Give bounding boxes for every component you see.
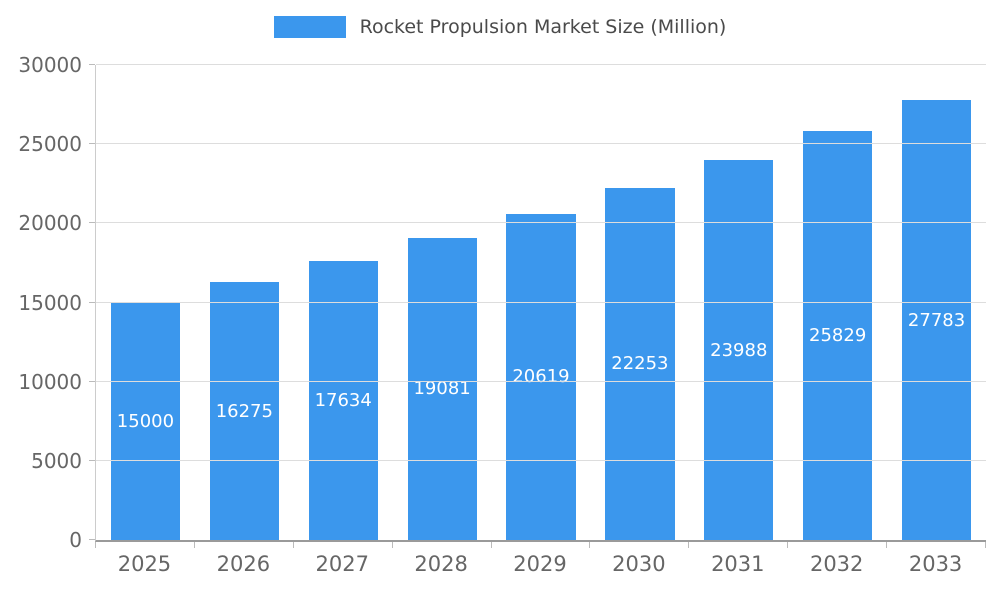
legend-label: Rocket Propulsion Market Size (Million) xyxy=(359,16,727,38)
legend-swatch xyxy=(273,16,346,38)
bar-slot: 16275 xyxy=(195,65,294,540)
x-tick-mark xyxy=(787,542,789,548)
x-tick-mark xyxy=(589,542,591,548)
gridline xyxy=(96,222,986,224)
x-tick-label: 2027 xyxy=(315,552,369,576)
x-tick-label: 2030 xyxy=(612,552,666,576)
bar-2032: 25829 xyxy=(803,131,873,540)
x-tick-label: 2028 xyxy=(414,552,468,576)
x-tick-mark xyxy=(193,542,195,548)
bar-slot: 15000 xyxy=(96,65,195,540)
x-tick-mark xyxy=(95,542,96,548)
y-tick-mark xyxy=(89,222,95,224)
x-axis-labels: 2025 2026 2027 2028 2029 2030 2031 2032 2033 xyxy=(95,552,985,576)
y-axis-labels: 0 5000 10000 15000 20000 25000 30000 xyxy=(0,53,82,552)
bar-value-label: 27783 xyxy=(907,309,966,331)
x-tick-mark xyxy=(391,542,393,548)
x-tick-label: 2032 xyxy=(809,552,864,576)
x-tick-label: 2026 xyxy=(216,552,271,576)
x-tick-mark xyxy=(292,542,294,548)
y-tick-mark xyxy=(89,301,95,303)
bar-slot: 19081 xyxy=(393,65,492,540)
x-tick-label: 2031 xyxy=(711,552,765,576)
x-tick-label: 2029 xyxy=(513,552,567,576)
y-tick-mark xyxy=(89,539,95,540)
bar-value-label: 17634 xyxy=(314,389,372,411)
bar-slot: 23988 xyxy=(689,65,788,540)
y-tick-label: 25000 xyxy=(18,132,82,157)
bar-value-label: 22253 xyxy=(611,353,669,375)
bar-2027: 17634 xyxy=(308,260,378,540)
gridline xyxy=(96,301,986,303)
bar-slot: 27783 xyxy=(887,65,986,540)
bar-value-label: 23988 xyxy=(710,339,768,361)
bar-value-label: 19081 xyxy=(413,378,471,400)
x-tick-mark xyxy=(886,542,888,548)
x-tick-label: 2033 xyxy=(908,552,963,576)
bar-slot: 25829 xyxy=(788,65,887,540)
y-tick-mark xyxy=(89,64,95,65)
bar-slot: 22253 xyxy=(590,65,689,540)
gridline xyxy=(96,64,986,65)
bar-value-label: 25829 xyxy=(809,325,867,347)
bar-slot: 20619 xyxy=(492,65,591,540)
y-tick-mark xyxy=(89,143,95,145)
y-tick-label: 5000 xyxy=(31,448,82,473)
gridline xyxy=(96,380,986,382)
y-tick-label: 10000 xyxy=(18,369,82,394)
bar-slot: 17634 xyxy=(294,65,393,540)
y-tick-label: 15000 xyxy=(18,290,82,315)
bar-2025: 15000 xyxy=(110,302,181,540)
x-tick-mark xyxy=(688,542,690,548)
x-tick-mark xyxy=(490,542,492,548)
y-tick-label: 30000 xyxy=(18,53,82,77)
x-tick-mark xyxy=(985,542,986,548)
y-tick-label: 20000 xyxy=(18,211,82,236)
gridline xyxy=(96,143,986,145)
chart-legend[interactable]: Rocket Propulsion Market Size (Million) xyxy=(0,16,1000,38)
y-tick-mark xyxy=(89,380,95,382)
bar-2028: 19081 xyxy=(407,237,477,540)
bar-2029: 20619 xyxy=(506,213,576,540)
bar-2031: 23988 xyxy=(704,160,774,540)
gridline xyxy=(96,459,986,461)
x-tick-label: 2025 xyxy=(117,552,172,576)
plot-area: 15000 16275 17634 19081 20619 22253 23988 25829… xyxy=(89,64,986,542)
bar-value-label: 20619 xyxy=(512,366,570,388)
bar-2030: 22253 xyxy=(605,187,675,540)
bar-value-label: 15000 xyxy=(116,410,175,432)
y-tick-mark xyxy=(89,459,95,461)
bar-value-label: 16275 xyxy=(215,400,273,422)
bars-container: 15000 16275 17634 19081 20619 22253 23988 25829… xyxy=(96,65,986,540)
bar-2033: 27783 xyxy=(901,100,972,540)
bar-2026: 16275 xyxy=(209,282,279,540)
y-tick-label: 0 xyxy=(69,528,82,552)
